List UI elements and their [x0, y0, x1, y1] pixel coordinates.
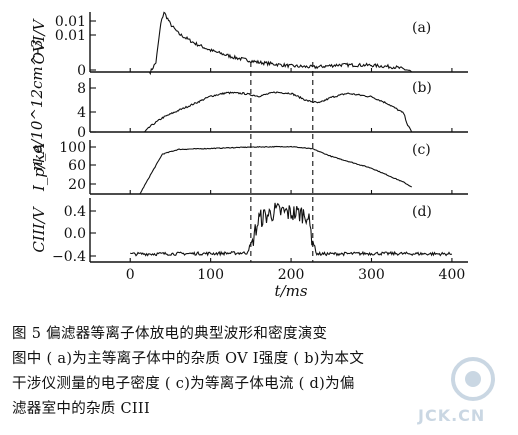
panel-a-ytick-label: 0 — [77, 63, 86, 79]
panel-d-trace — [129, 202, 453, 257]
x-tick-label: 400 — [439, 267, 466, 283]
panel-c-ytick-label: 20 — [68, 177, 86, 193]
panel-d-ylabel: CIII/V — [30, 205, 48, 252]
panel-d-tag: (d) — [412, 204, 432, 220]
caption-line-3: 干涉仪测量的电子密度 ( c)为等离子体电流 ( d)为偏 — [12, 376, 355, 392]
watermark-icon — [451, 357, 495, 401]
caption-line-1: 图 5 偏滤器等离子体放电的典型波形和密度演变 — [12, 326, 328, 342]
caption-line-4: 滤器室中的杂质 CIII — [12, 401, 150, 417]
x-tick-label: 0 — [126, 267, 135, 283]
panel-a-tag: (a) — [412, 20, 431, 36]
watermark-text: JCK.CN — [418, 406, 486, 425]
caption-line-2: 图中 ( a)为主等离子体中的杂质 OV I强度 ( b)为本文 — [12, 351, 365, 367]
panel-b-ylabel: n_e/10^12cm^-3 — [28, 39, 46, 171]
panel-a-trace — [130, 11, 413, 76]
panel-c-trace — [130, 145, 412, 195]
panel-c-ytick-label: 60 — [68, 158, 86, 174]
panel-b: 8 4 0 n_e/10^12cm^-3 (b) — [28, 39, 468, 171]
panel-b-tag: (b) — [412, 80, 432, 96]
panel-a-ylabel: OVI/V — [30, 17, 48, 64]
panel-b-ytick-label: 8 — [77, 81, 86, 97]
x-tick-label: 100 — [197, 267, 224, 283]
panel-d-ytick-label: 0.4 — [64, 204, 86, 220]
watermark-logo: JCK.CN — [418, 353, 508, 425]
panel-d-ytick-label: 0.0 — [64, 226, 86, 242]
panel-c: 100 60 20 I_p/kA (c) — [30, 140, 468, 195]
x-tick-label: 300 — [358, 267, 385, 283]
panel-c-ytick-label: 100 — [59, 140, 86, 156]
panel-b-ytick-label: 4 — [77, 105, 86, 121]
panel-c-ylabel: I_p/kA — [30, 143, 48, 192]
panel-a: 0.010.01 0 OVI/V (a) — [30, 11, 468, 79]
x-axis-label: t/ms — [275, 282, 308, 300]
panel-a-ytick-label: 0.01 — [55, 14, 86, 30]
panel-d-ytick-label: −0.4 — [52, 249, 86, 265]
panel-a-ytick-label: 0.01 — [55, 28, 86, 44]
panel-b-trace — [130, 91, 413, 133]
x-tick-label: 200 — [278, 267, 305, 283]
panel-c-tag: (c) — [412, 142, 431, 158]
figure-caption: 图 5 偏滤器等离子体放电的典型波形和密度演变 图中 ( a)为主等离子体中的杂… — [12, 322, 512, 422]
panel-b-ytick-label: 0 — [77, 125, 86, 141]
figure-plot: 0.010.01 0 OVI/V (a) 8 4 0 n_e/10^12cm^-3 (b) 100… — [28, 11, 468, 300]
